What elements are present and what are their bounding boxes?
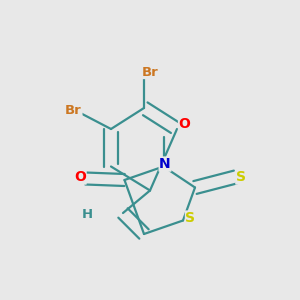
Text: Br: Br <box>142 65 158 79</box>
Text: O: O <box>178 118 190 131</box>
Text: Br: Br <box>65 104 82 118</box>
Text: S: S <box>236 170 246 184</box>
Text: S: S <box>185 211 196 225</box>
Text: H: H <box>81 208 93 221</box>
Text: N: N <box>159 157 171 171</box>
Text: O: O <box>74 170 86 184</box>
